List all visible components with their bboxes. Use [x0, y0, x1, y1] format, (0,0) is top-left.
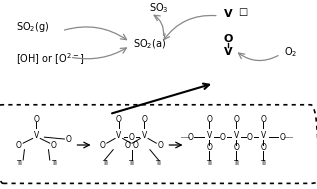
Text: [OH] or [O$^{2-}$]: [OH] or [O$^{2-}$]: [16, 51, 84, 67]
Text: O: O: [247, 133, 253, 142]
Text: O: O: [100, 141, 105, 150]
Text: O: O: [233, 143, 239, 152]
Text: O: O: [129, 133, 134, 142]
Text: V: V: [207, 131, 212, 140]
Text: Ti: Ti: [16, 160, 22, 166]
Text: V: V: [261, 131, 266, 140]
Text: O: O: [206, 115, 212, 124]
Text: V: V: [234, 131, 239, 140]
Text: SO$_2$(g): SO$_2$(g): [16, 20, 49, 34]
Text: O$_2$: O$_2$: [284, 45, 297, 59]
Text: O: O: [260, 143, 266, 152]
Text: O: O: [116, 115, 122, 124]
Text: Ti: Ti: [129, 160, 134, 166]
Text: O: O: [65, 135, 71, 144]
Text: O: O: [206, 143, 212, 152]
Text: Ti: Ti: [206, 160, 212, 166]
Text: O: O: [141, 115, 147, 124]
Text: O: O: [223, 34, 233, 44]
Text: O: O: [16, 141, 22, 150]
Text: Ti: Ti: [260, 160, 266, 166]
Text: SO$_2$(a): SO$_2$(a): [133, 37, 166, 51]
Text: V: V: [224, 47, 233, 57]
Text: O: O: [133, 141, 138, 150]
Text: O: O: [220, 133, 226, 142]
Text: SO$_3$: SO$_3$: [149, 2, 168, 15]
Text: V: V: [116, 131, 121, 140]
Text: O: O: [51, 141, 57, 150]
Text: O: O: [158, 141, 164, 150]
Text: O: O: [187, 133, 193, 142]
Text: O: O: [279, 133, 285, 142]
Text: V: V: [142, 131, 147, 140]
Text: □: □: [238, 7, 247, 17]
Text: Ti: Ti: [51, 160, 57, 166]
Text: V: V: [224, 9, 233, 19]
Text: Ti: Ti: [233, 160, 239, 166]
Text: O: O: [233, 115, 239, 124]
Text: Ti: Ti: [102, 160, 107, 166]
Text: V: V: [34, 131, 39, 140]
Text: Ti: Ti: [156, 160, 161, 166]
Text: O: O: [34, 115, 39, 124]
Text: O: O: [125, 141, 131, 150]
Text: O: O: [260, 115, 266, 124]
